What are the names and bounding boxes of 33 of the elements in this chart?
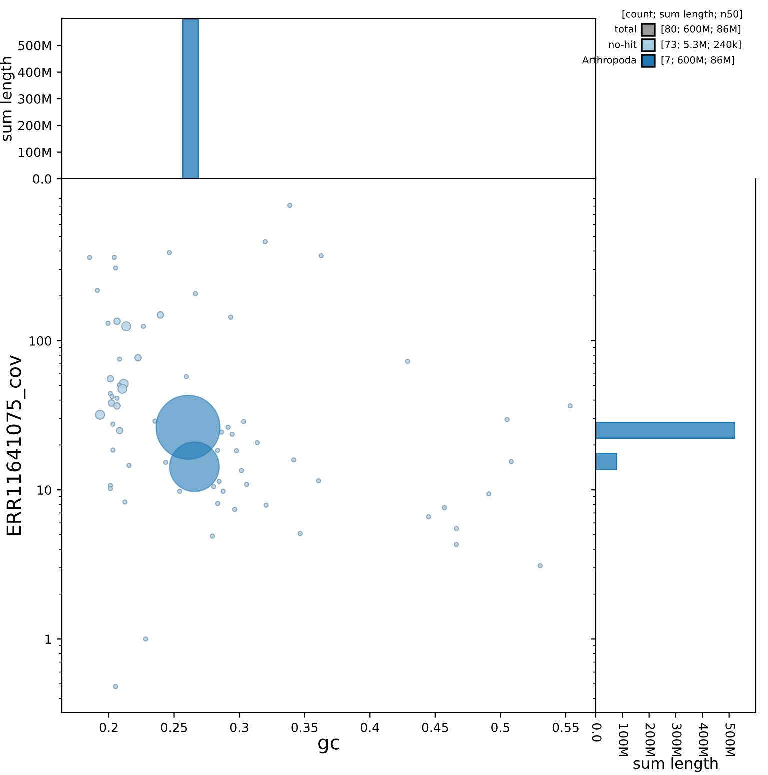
x-tick-label: 0.2 [100, 722, 118, 732]
y-tick-label: 500M [18, 41, 52, 51]
y-tick-label: 400M [18, 68, 52, 78]
x-axis-title: gc [318, 738, 340, 754]
legend-title: [count; sum length; n50] [622, 10, 742, 20]
x-tick-label: 0.5 [492, 722, 510, 732]
x-tick-label: 100M [619, 724, 628, 756]
y-tick-label: 1 [46, 634, 52, 644]
y-axis-title: sum length [0, 57, 15, 142]
y-tick-label: 200M [18, 121, 52, 131]
y-tick-label: 0.0 [33, 174, 52, 184]
x-tick-label: 200M [646, 724, 656, 756]
category-label: no-hit [609, 40, 637, 48]
x-tick-label: 500M [726, 724, 736, 756]
x-tick-label: 0.55 [552, 722, 579, 732]
x-axis-title: sum length [634, 757, 718, 772]
x-tick-label: 0.35 [292, 722, 318, 732]
text: [7; 600M; 86M] [662, 56, 734, 65]
text: [80; 600M; 86M] [662, 25, 741, 34]
category-label: total [615, 25, 636, 33]
x-tick-label: 0.3 [230, 722, 249, 732]
text: [73; 5.3M; 240k] [662, 40, 741, 50]
x-tick-label: 0.25 [161, 722, 188, 732]
x-tick-label: 400M [699, 723, 708, 756]
x-tick-label: 0.45 [422, 722, 448, 732]
y-tick-label: 100M [19, 148, 52, 158]
y-axis-title: ERR11641075_cov [6, 356, 26, 536]
y-tick-label: 100 [30, 336, 52, 346]
y-tick-label: 300M [18, 94, 52, 104]
x-tick-label: 0.4 [361, 722, 380, 732]
y-tick-label: 10 [38, 486, 52, 496]
x-tick-label: 300M [672, 724, 682, 756]
x-tick-label: 0.0 [592, 724, 602, 742]
